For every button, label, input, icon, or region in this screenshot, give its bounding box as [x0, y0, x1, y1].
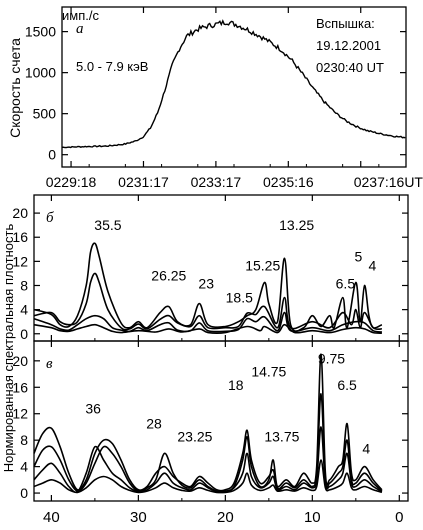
x-tick-label: 0229:18 [46, 174, 97, 190]
panel-a-letter: а [76, 21, 84, 37]
peak-label: 26.25 [151, 268, 186, 284]
y-tick-label: 20 [12, 205, 28, 221]
spectrum-curve [33, 353, 383, 492]
y-tick-label: 500 [33, 106, 57, 122]
y-tick-label: 8 [20, 277, 28, 293]
y-tick-label: 16 [12, 229, 28, 245]
x-tick-label: 0237:16UT [354, 174, 423, 190]
x-tick-label: 0231:17 [118, 174, 169, 190]
count-rate-panel: 0 500 1000 1500 0229:18 0231:17 0233:17 0235:16… [25, 7, 423, 190]
y-tick-label: 4 [20, 459, 28, 475]
peak-label: 15.25 [245, 257, 280, 273]
count-rate-curve [61, 19, 406, 149]
y-tick-label: 0 [20, 326, 28, 342]
spectrum-curve [33, 393, 383, 493]
peak-label: 23 [198, 276, 214, 292]
peak-label: 13.25 [279, 217, 314, 233]
event-line-3: 0230:40 UT [316, 60, 384, 75]
peak-label: 9.75 [318, 350, 345, 366]
y-tick-label: 1500 [25, 24, 56, 40]
x-tick-label: 40 [43, 509, 60, 526]
x-tick-label: 0235:16 [263, 174, 314, 190]
peak-label: 13.75 [264, 428, 299, 444]
spectrum-curve [33, 272, 383, 331]
peak-label: 5 [355, 248, 363, 264]
peak-label: 28 [146, 415, 162, 431]
y-tick-label: 4 [20, 302, 28, 318]
y-tick-label: 12 [12, 253, 28, 269]
peak-label: 36 [85, 401, 101, 417]
spectrum-curve [33, 323, 382, 334]
event-line-2: 19.12.2001 [316, 38, 381, 53]
panel-c-frame [33, 340, 409, 502]
spectrum-curve [33, 311, 383, 333]
peak-label: 6.5 [336, 276, 356, 292]
peak-label: 6.5 [337, 377, 357, 393]
unit-label: имп./с [62, 8, 99, 23]
spectral-panel-c: 0 4 8 12 16 20 40 30 20 10 0 36 28 23.25 18 14.75 13.75 9… [12, 341, 408, 526]
spectrum-curve [33, 242, 383, 332]
peak-label: 14.75 [251, 364, 286, 380]
spectrum-curve [33, 459, 383, 494]
peak-label: 4 [368, 257, 376, 273]
peak-label: 18 [228, 377, 244, 393]
peak-label: 18.5 [226, 289, 253, 305]
panel-b-frame [33, 194, 409, 342]
energy-label: 5.0 - 7.9 кэВ [76, 59, 148, 74]
spectral-ylabel: Нормированная спектральная плотность [1, 224, 16, 473]
y-tick-label: 1000 [25, 65, 56, 81]
y-tick-label: 0 [48, 147, 56, 163]
y-tick-label: 12 [12, 406, 28, 422]
peak-label: 23.25 [177, 428, 212, 444]
peak-label: 4 [362, 440, 370, 456]
panel-a-frame [61, 6, 407, 168]
peak-label: 35.5 [94, 217, 121, 233]
panel-c-letter: в [46, 356, 53, 372]
x-tick-label: 20 [217, 509, 234, 526]
x-tick-label: 0 [395, 509, 403, 526]
y-tick-label: 16 [12, 379, 28, 395]
x-tick-label: 30 [130, 509, 147, 526]
y-tick-label: 20 [12, 353, 28, 369]
count-rate-ylabel: Скорость счета [7, 38, 23, 138]
y-tick-label: 0 [20, 485, 28, 501]
x-tick-label: 0233:17 [191, 174, 242, 190]
spectrum-curve [33, 426, 383, 494]
event-line-1: Вспышка: [316, 16, 375, 31]
y-tick-label: 8 [20, 432, 28, 448]
x-tick-label: 10 [304, 509, 321, 526]
panel-b-letter: б [46, 210, 54, 226]
